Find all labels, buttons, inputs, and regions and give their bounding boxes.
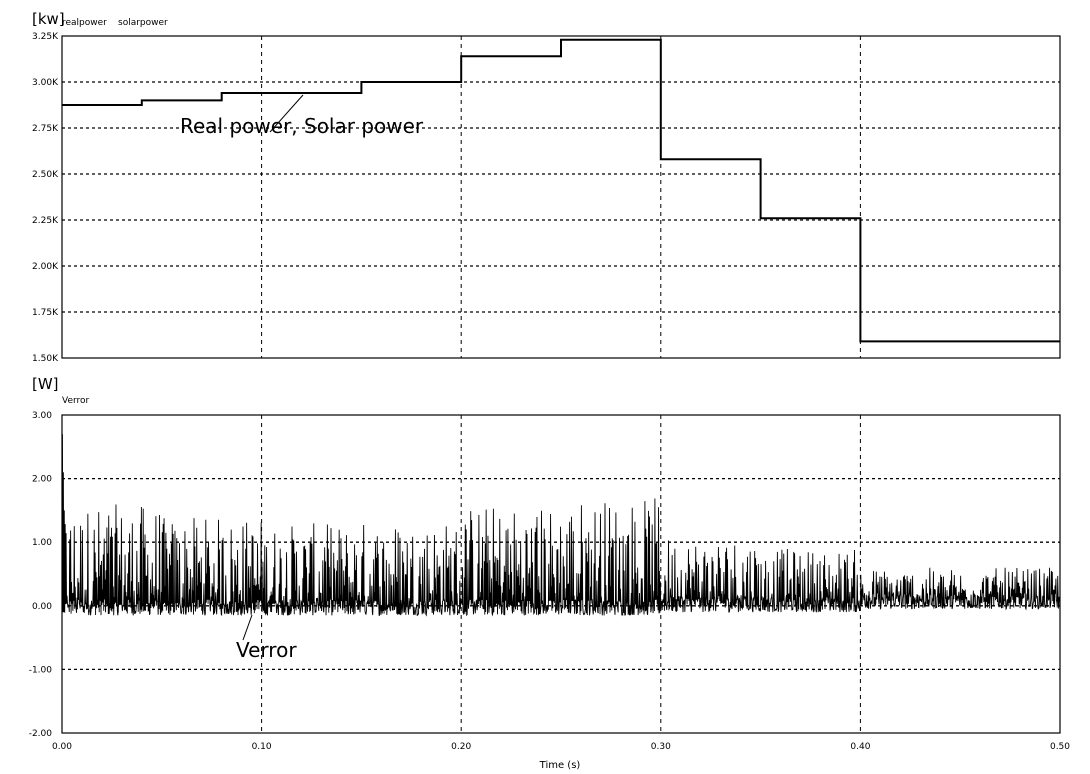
top-panel: [kw] realpower solarpower 3.25K 3.00K 2.75… bbox=[32, 10, 1061, 364]
series-line-Verror bbox=[61, 434, 1061, 617]
top-unit-label: [kw] bbox=[32, 10, 65, 28]
x-tick-label: 0.20 bbox=[451, 742, 471, 752]
bottom-panel: [W] Verror 3.00 2.00 1.00 0.00 -1.00 -2.00 0.… bbox=[29, 375, 1071, 771]
bottom-y-tick-label: -2.00 bbox=[29, 729, 53, 739]
top-annotation-leader bbox=[269, 94, 304, 133]
top-y-tick-label: 2.75K bbox=[32, 124, 59, 134]
legend-solarpower: solarpower bbox=[118, 18, 168, 28]
top-y-tick-label: 2.50K bbox=[32, 170, 59, 180]
bottom-plot-frame bbox=[61, 414, 1061, 734]
top-series bbox=[62, 38, 1060, 343]
top-y-tick-label: 2.00K bbox=[32, 262, 59, 272]
top-y-ticks: 3.25K 3.00K 2.75K 2.50K 2.25K 2.00K 1.75K 1.50K bbox=[32, 32, 59, 364]
bottom-y-ticks: 3.00 2.00 1.00 0.00 -1.00 -2.00 bbox=[29, 411, 53, 739]
bottom-y-tick-label: 3.00 bbox=[32, 411, 52, 421]
bottom-unit-label: [W] bbox=[32, 375, 59, 393]
series-line-realpower bbox=[62, 38, 1060, 343]
legend-verror: Verror bbox=[62, 396, 90, 406]
bottom-annotation-leader bbox=[242, 614, 253, 641]
x-tick-label: 0.30 bbox=[651, 742, 671, 752]
top-y-tick-label: 3.00K bbox=[32, 78, 59, 88]
top-annotation: Real power, Solar power bbox=[180, 114, 424, 138]
bottom-x-ticks: 0.00 0.10 0.20 0.30 0.40 0.50 bbox=[52, 742, 1070, 752]
bottom-y-tick-label: 0.00 bbox=[32, 602, 52, 612]
bottom-y-tick-label: -1.00 bbox=[29, 665, 53, 675]
top-plot-frame bbox=[61, 35, 1061, 359]
legend-realpower: realpower bbox=[62, 18, 107, 28]
x-tick-label: 0.40 bbox=[850, 742, 870, 752]
top-y-tick-label: 1.50K bbox=[32, 354, 59, 364]
x-tick-label: 0.50 bbox=[1050, 742, 1070, 752]
bottom-y-tick-label: 2.00 bbox=[32, 475, 52, 485]
bottom-y-tick-label: 1.00 bbox=[32, 538, 52, 548]
bottom-series bbox=[61, 434, 1061, 617]
top-y-tick-label: 3.25K bbox=[32, 32, 59, 42]
bottom-annotation: Verror bbox=[236, 638, 297, 662]
x-tick-label: 0.00 bbox=[52, 742, 72, 752]
x-tick-label: 0.10 bbox=[252, 742, 272, 752]
top-grid bbox=[62, 36, 1060, 358]
top-y-tick-label: 2.25K bbox=[32, 216, 59, 226]
top-y-tick-label: 1.75K bbox=[32, 308, 59, 318]
x-axis-label: Time (s) bbox=[539, 760, 581, 771]
